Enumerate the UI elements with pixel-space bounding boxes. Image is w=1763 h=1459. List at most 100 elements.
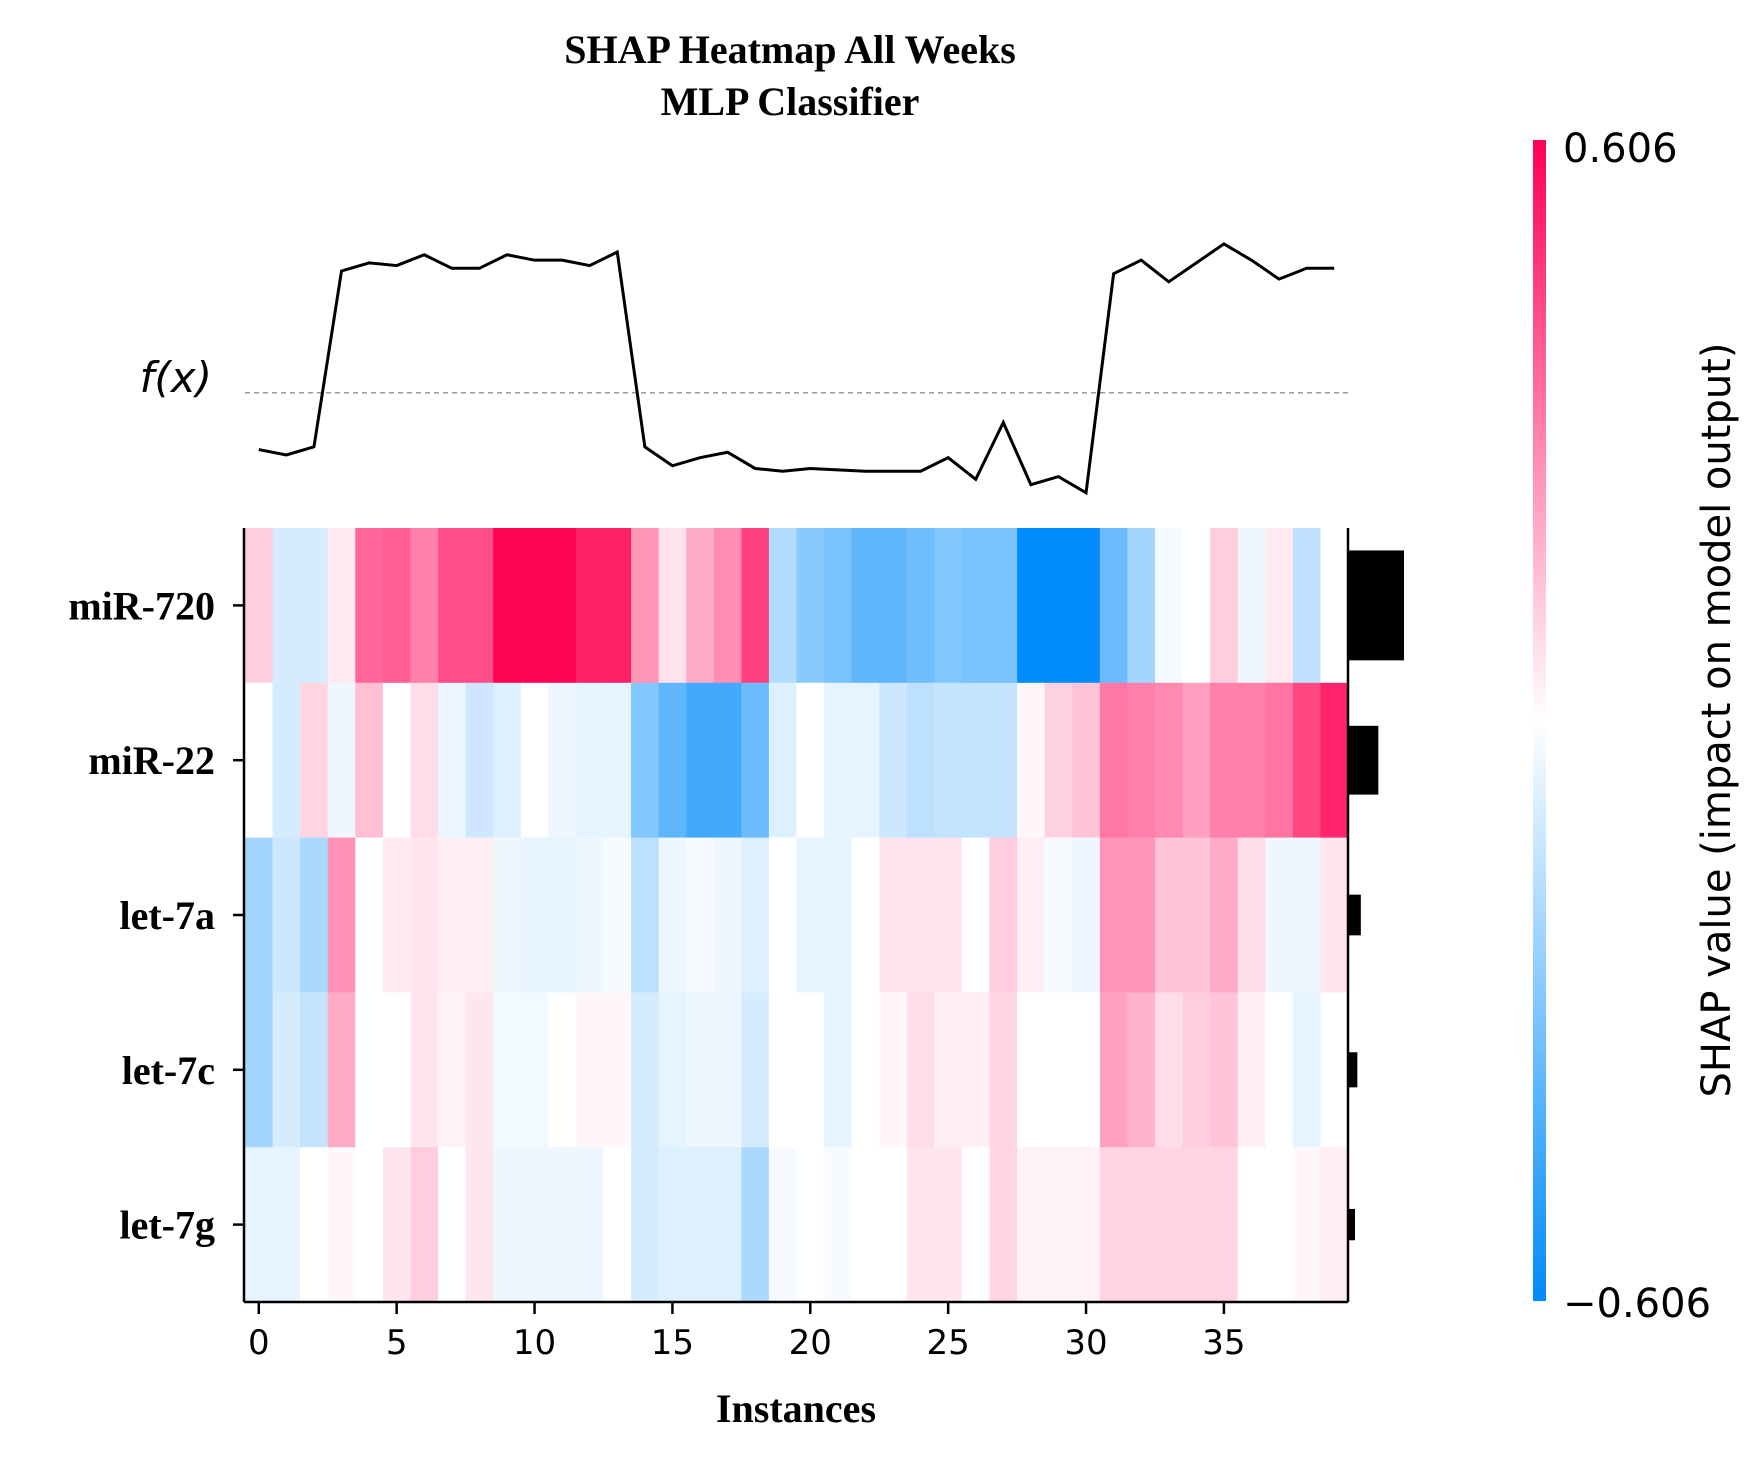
heatmap-cell: [438, 682, 467, 839]
heatmap-cell: [1072, 528, 1101, 684]
importance-bar: [1348, 725, 1379, 795]
heatmap-cell: [906, 992, 935, 1148]
heatmap-cell: [438, 837, 467, 993]
heatmap-cell: [879, 837, 908, 993]
heatmap-cell: [879, 992, 908, 1148]
heatmap-cell: [906, 682, 935, 839]
heatmap-cell: [603, 528, 632, 684]
heatmap-cell: [1099, 682, 1128, 839]
heatmap-cell: [438, 992, 467, 1148]
heatmap-cell: [713, 528, 742, 684]
heatmap-cell: [1292, 1147, 1322, 1303]
colorbar: [1533, 140, 1546, 1301]
heatmap-cell: [272, 682, 301, 839]
heatmap-cell: [355, 528, 384, 684]
heatmap-cell: [961, 837, 991, 993]
heatmap-cell: [658, 1147, 687, 1303]
heatmap-cell: [851, 837, 880, 993]
heatmap-cell: [1210, 528, 1239, 684]
heatmap-cell: [575, 682, 605, 839]
heatmap-cell: [355, 682, 384, 839]
heatmap-cell: [658, 528, 687, 684]
heatmap-cell: [575, 837, 605, 993]
heatmap-cell: [1154, 528, 1184, 684]
heatmap-cell: [989, 528, 1018, 684]
y-tick-label: let-7g: [119, 1203, 215, 1248]
heatmap-cell: [603, 682, 632, 839]
heatmap-cell: [355, 992, 384, 1148]
heatmap-cell: [686, 837, 715, 993]
axes: miR-720 miR-22 let-7a let-7c let-7g 0 5 10 15 20 2…: [68, 528, 1350, 1363]
heatmap-cell: [906, 837, 935, 993]
heatmap-cell: [520, 528, 549, 684]
fx-label: f(x): [140, 353, 212, 402]
heatmap-cell: [355, 837, 384, 993]
heatmap-cell: [520, 1147, 549, 1303]
heatmap-cell: [493, 1147, 522, 1303]
heatmap-cell: [272, 837, 301, 993]
y-tick-label: miR-22: [88, 738, 215, 783]
heatmap-cell: [300, 1147, 329, 1303]
x-tick-label: 20: [789, 1323, 832, 1363]
heatmap-cell: [575, 992, 605, 1148]
heatmap-cell: [1292, 837, 1322, 993]
colorbar-min-label: −0.606: [1563, 1281, 1711, 1327]
heatmap-cell: [989, 1147, 1018, 1303]
heatmap-cell: [768, 992, 798, 1148]
heatmap-cell: [768, 528, 798, 684]
heatmap-cell: [603, 837, 632, 993]
heatmap-cell: [713, 992, 742, 1148]
heatmap-cell: [741, 1147, 770, 1303]
heatmap-cell: [410, 992, 439, 1148]
heatmap-cell: [603, 992, 632, 1148]
heatmap-cell: [934, 992, 963, 1148]
heatmap-cell: [520, 992, 549, 1148]
heatmap-cell: [355, 1147, 384, 1303]
heatmap-cell: [1265, 682, 1294, 839]
heatmap-cell: [796, 528, 825, 684]
heatmap-cell: [465, 682, 494, 839]
heatmap-cell: [741, 837, 770, 993]
heatmap-cell: [1210, 682, 1239, 839]
heatmap-cell: [1320, 1147, 1349, 1303]
heatmap-cell: [1127, 992, 1156, 1148]
heatmap-cell: [272, 992, 301, 1148]
heatmap-cell: [658, 837, 687, 993]
heatmap-cell: [1182, 837, 1211, 993]
heatmap-cell: [1265, 1147, 1294, 1303]
heatmap-cell: [1017, 682, 1046, 839]
heatmap-cell: [548, 992, 577, 1148]
heatmap-cell: [1292, 528, 1322, 684]
heatmap-cell: [1127, 528, 1156, 684]
chart-subtitle: MLP Classifier: [661, 79, 920, 124]
colorbar-max-label: 0.606: [1563, 126, 1678, 172]
heatmap-cell: [493, 992, 522, 1148]
heatmap-cell: [1072, 682, 1101, 839]
heatmap-cell: [493, 837, 522, 993]
heatmap-cell: [1182, 682, 1211, 839]
heatmap-cell: [713, 837, 742, 993]
heatmap-cell: [631, 682, 660, 839]
x-tick-label: 15: [651, 1323, 694, 1363]
fx-line: [258, 242, 1335, 496]
heatmap-cells: [245, 528, 1349, 1303]
heatmap-cell: [631, 992, 660, 1148]
heatmap-cell: [327, 992, 356, 1148]
heatmap-cell: [1154, 837, 1184, 993]
heatmap-cell: [410, 837, 439, 993]
heatmap-cell: [1154, 682, 1184, 839]
heatmap-cell: [1099, 1147, 1128, 1303]
heatmap-cell: [796, 992, 825, 1148]
heatmap-cell: [1099, 528, 1128, 684]
heatmap-cell: [851, 1147, 880, 1303]
heatmap-cell: [410, 1147, 439, 1303]
y-tick-label: miR-720: [68, 583, 215, 628]
colorbar-label: SHAP value (impact on model output): [1694, 343, 1740, 1098]
heatmap-cell: [989, 682, 1018, 839]
heatmap-cell: [1320, 837, 1349, 993]
heatmap-cell: [245, 992, 274, 1148]
feature-importance-bars: [1348, 550, 1404, 1241]
heatmap-cell: [300, 682, 329, 839]
heatmap-cell: [327, 837, 356, 993]
heatmap-cell: [548, 682, 577, 839]
